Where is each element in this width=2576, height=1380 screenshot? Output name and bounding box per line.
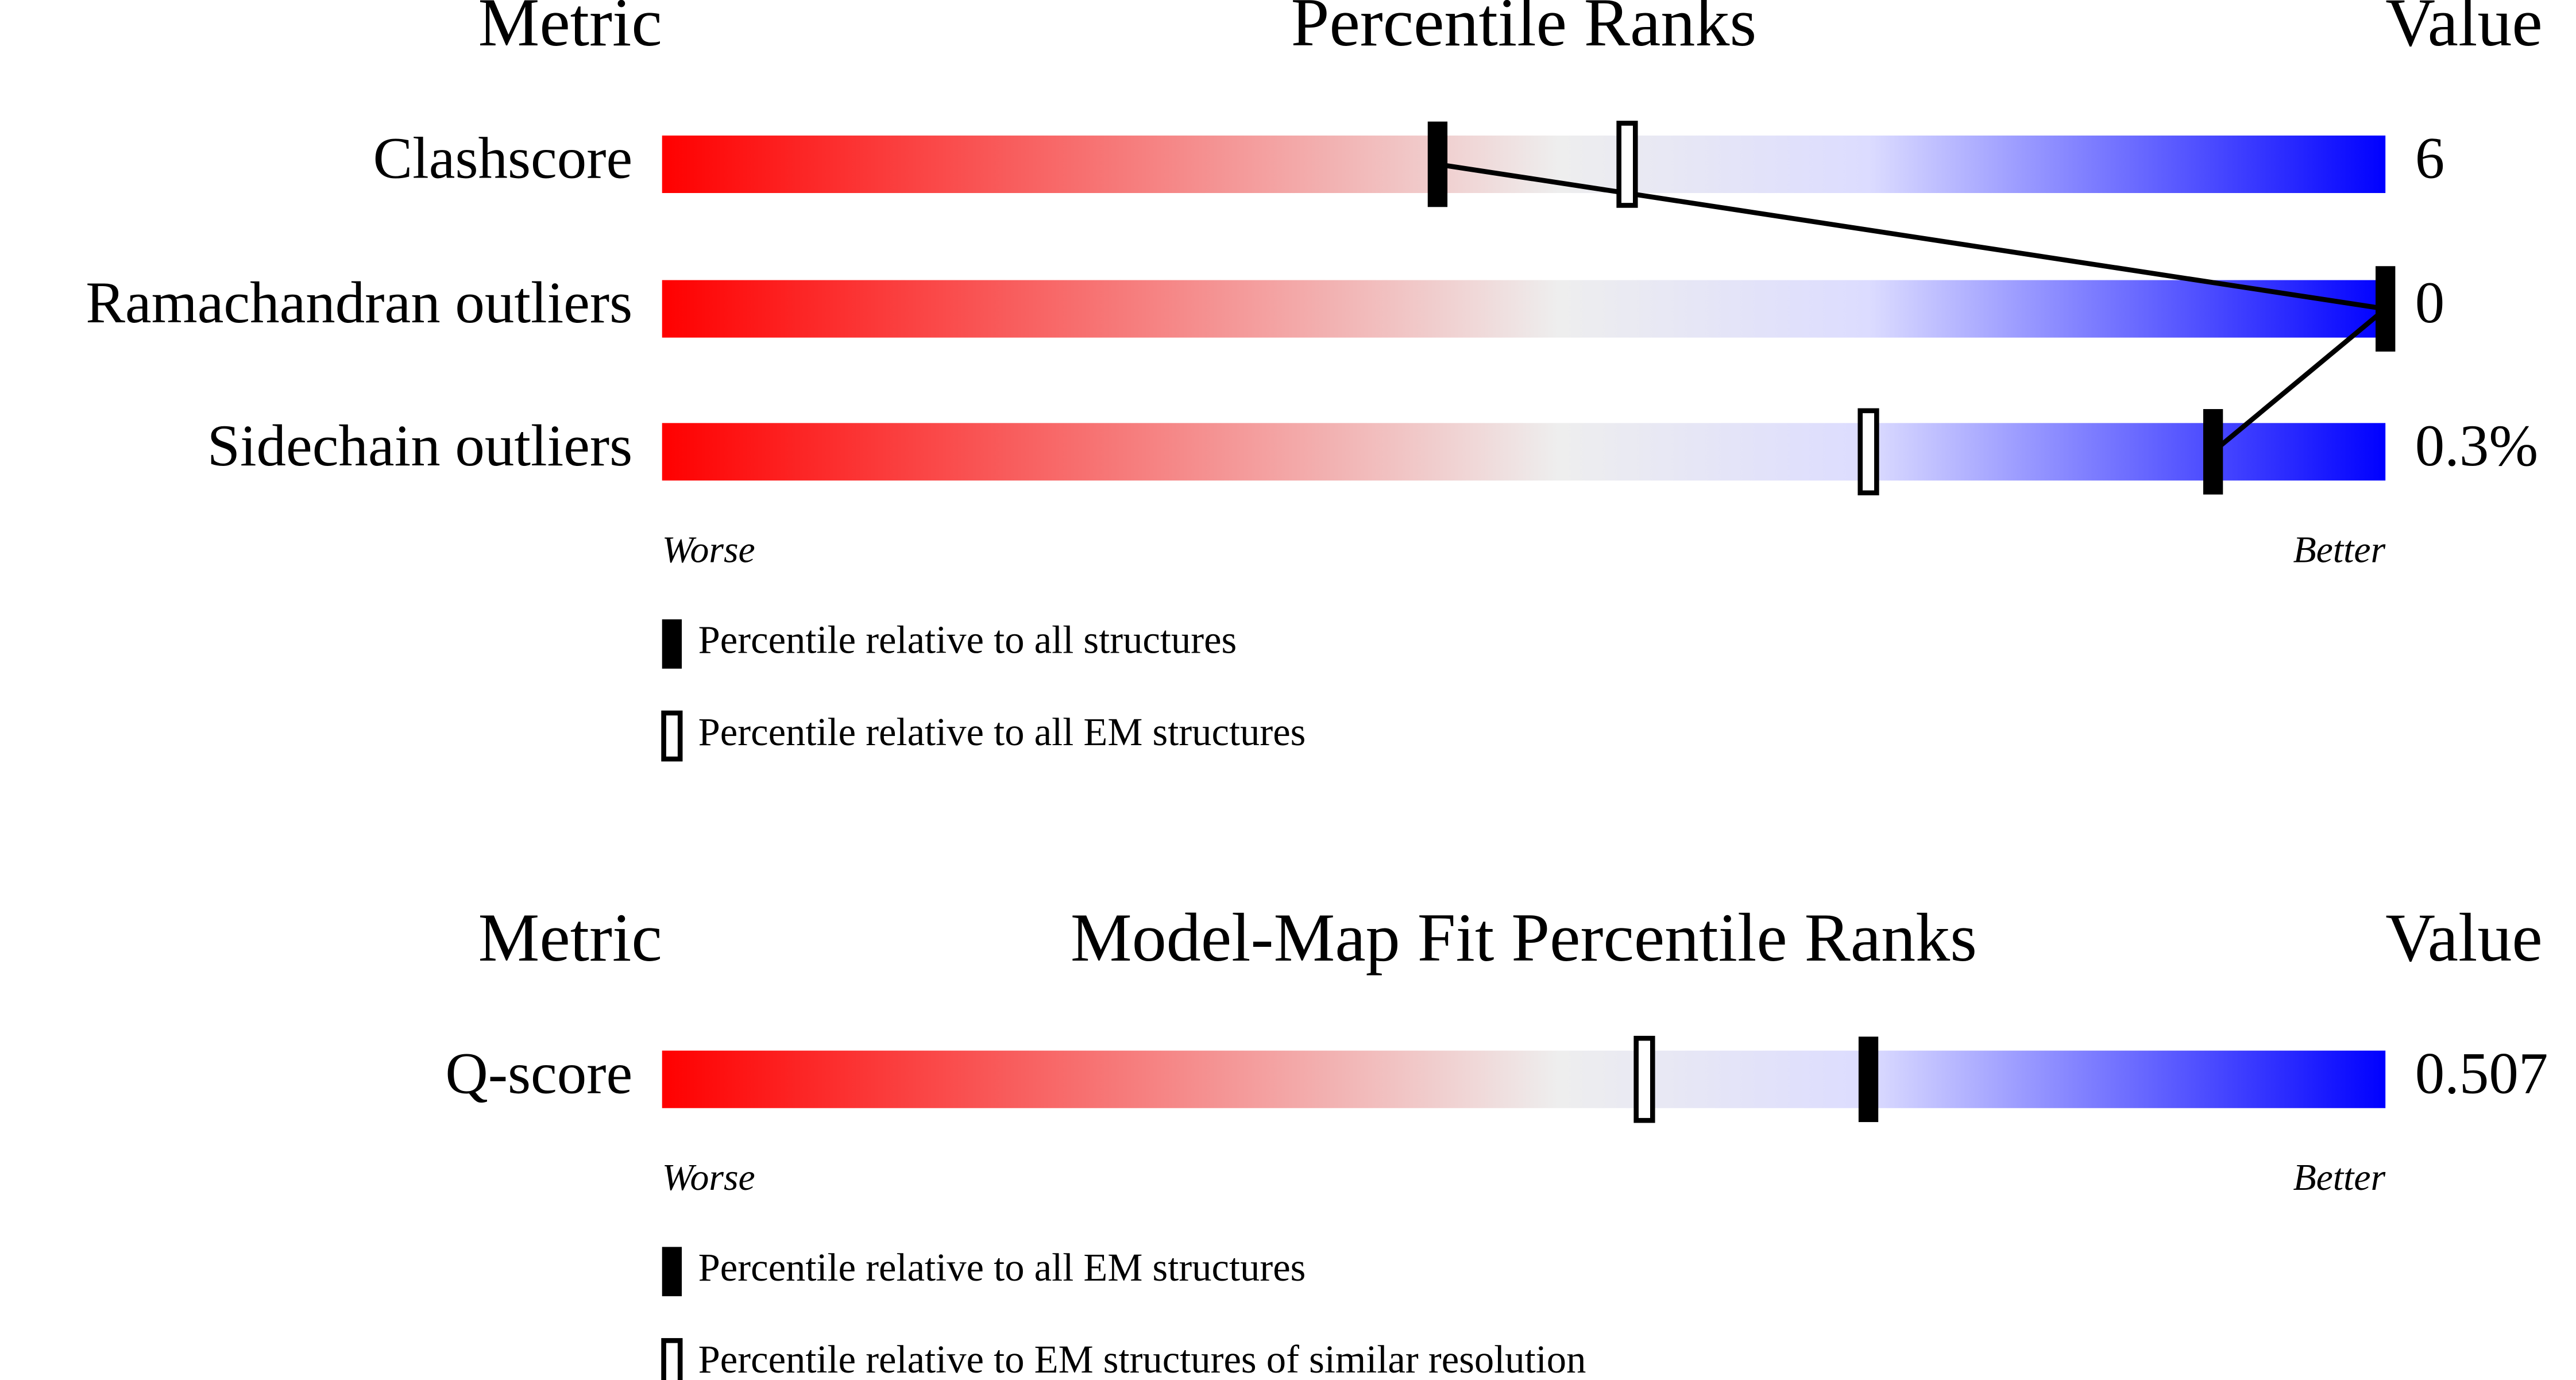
metric-value: 6 bbox=[2415, 126, 2444, 191]
percentile-marker-open bbox=[1633, 1035, 1655, 1123]
metric-label: Clashscore bbox=[373, 126, 632, 191]
panel-title: Model-Map Fit Percentile Ranks bbox=[1071, 899, 1977, 976]
legend-label: Percentile relative to EM structures of … bbox=[698, 1337, 1586, 1380]
value-header: Value bbox=[2385, 899, 2543, 976]
percentile-marker bbox=[1858, 1036, 1879, 1123]
value-header: Value bbox=[2385, 0, 2543, 60]
better-label: Better bbox=[2293, 1157, 2385, 1198]
metric-value: 0.507 bbox=[2415, 1040, 2548, 1106]
percentile-bar bbox=[662, 280, 2386, 338]
percentile-marker-open bbox=[1857, 408, 1879, 496]
percentile-marker-open bbox=[1616, 121, 1638, 208]
panel: Metric Percentile Ranks Value Clashscore 6 Ra… bbox=[86, 0, 2543, 762]
legend-label: Percentile relative to all structures bbox=[698, 618, 1237, 662]
percentile-bar bbox=[662, 135, 2386, 193]
metric-value: 0.3% bbox=[2415, 413, 2538, 479]
metric-label: Sidechain outliers bbox=[207, 413, 633, 479]
metric-label: Q-score bbox=[445, 1040, 632, 1106]
legend-label: Percentile relative to all EM structures bbox=[698, 1246, 1306, 1289]
worse-label: Worse bbox=[662, 1157, 755, 1198]
legend-swatch bbox=[661, 1338, 683, 1380]
percentile-marker bbox=[2203, 409, 2223, 495]
percentile-marker bbox=[2376, 266, 2396, 352]
legend-swatch bbox=[662, 619, 682, 669]
legend-label: Percentile relative to all EM structures bbox=[698, 710, 1306, 754]
panel: Metric Model-Map Fit Percentile Ranks Valu… bbox=[445, 899, 2548, 1380]
metric-header: Metric bbox=[478, 899, 662, 976]
percentile-marker bbox=[1427, 121, 1448, 207]
metric-header: Metric bbox=[478, 0, 662, 60]
better-label: Better bbox=[2293, 529, 2385, 571]
worse-label: Worse bbox=[662, 529, 755, 571]
legend-swatch bbox=[662, 1247, 682, 1297]
panel-title: Percentile Ranks bbox=[1291, 0, 1757, 60]
legend-swatch bbox=[661, 710, 683, 762]
metric-label: Ramachandran outliers bbox=[86, 270, 632, 336]
percentile-bar bbox=[662, 423, 2386, 481]
percentile-bar bbox=[662, 1050, 2386, 1108]
metric-value: 0 bbox=[2415, 270, 2444, 336]
